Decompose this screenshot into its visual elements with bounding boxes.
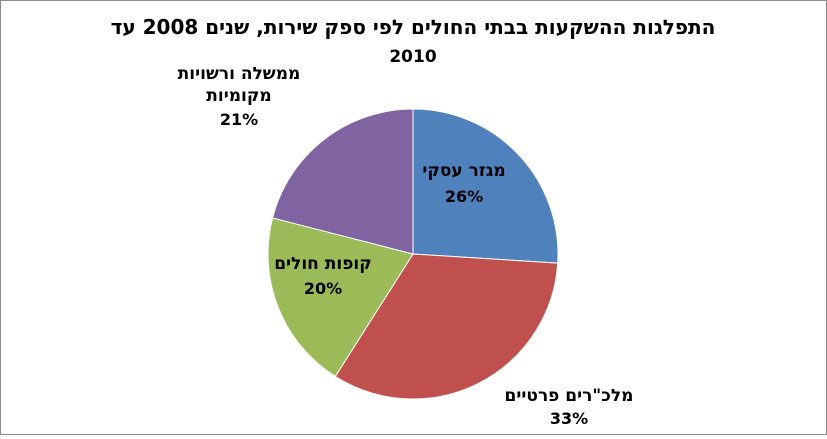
slice-percent-4: 21% xyxy=(220,110,258,129)
pie-labels: מגזר עסקי 26% מלכ"רים פרטיים 33% קופות חולים… xyxy=(178,64,634,428)
chart-title-line-2: 2010 xyxy=(389,47,436,67)
slice-percent-1: 26% xyxy=(445,187,483,206)
slice-percent-2: 33% xyxy=(550,409,588,428)
slice-percent-3: 20% xyxy=(304,279,342,298)
pie-slice-4 xyxy=(271,108,414,255)
slice-label-1: מגזר עסקי xyxy=(422,161,505,181)
pie-slice-2 xyxy=(334,253,559,400)
chart-title-line-1: התפלגות ההשקעות בבתי החולים לפי ספק שירו… xyxy=(111,15,716,39)
pie-slice-3 xyxy=(267,217,414,378)
pie-slices xyxy=(267,108,559,400)
slice-label-2: מלכ"רים פרטיים xyxy=(505,386,634,406)
slice-label-4: ממשלה ורשויות מקומיות xyxy=(178,64,301,106)
pie-slice-1 xyxy=(412,108,559,264)
slice-label-3: קופות חולים xyxy=(274,254,372,274)
